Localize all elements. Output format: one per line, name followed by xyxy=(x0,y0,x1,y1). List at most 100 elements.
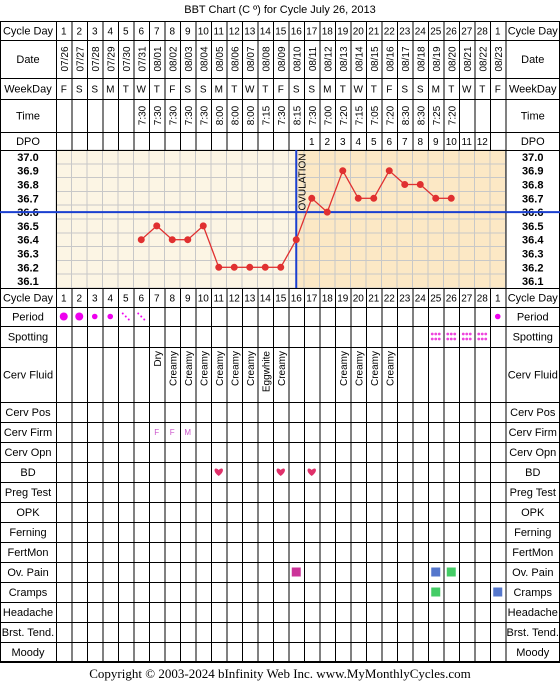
row-label-left-brst_tend: Brst. Tend. xyxy=(2,627,54,639)
time-label: 7:15 xyxy=(354,105,365,125)
date-label: 08/06 xyxy=(230,46,241,71)
cervical-fluid-label: Creamy xyxy=(370,351,381,386)
weekday-label: T xyxy=(371,85,377,96)
spotting-marker xyxy=(461,332,465,336)
spotting-marker xyxy=(449,337,453,341)
time-label: 7:20 xyxy=(385,105,396,125)
y-tick-right: 36.2 xyxy=(522,262,543,274)
row-label-left-dpo: DPO xyxy=(16,136,40,148)
cycle-day-number: 1 xyxy=(61,27,67,38)
temp-point xyxy=(432,194,440,202)
cycle-day-number: 3 xyxy=(92,27,98,38)
weekday-label: S xyxy=(293,85,300,96)
cycle-day-number: 9 xyxy=(185,294,191,305)
dpo-number: 12 xyxy=(477,137,489,148)
weekday-label: T xyxy=(448,85,454,96)
time-label: 8:00 xyxy=(246,105,257,125)
cycle-day-number: 1 xyxy=(61,294,67,305)
row-label-right-bd: BD xyxy=(525,467,540,479)
y-tick-right: 36.9 xyxy=(522,166,543,178)
temp-point xyxy=(385,167,393,175)
cervical-fluid-label: Creamy xyxy=(215,351,226,386)
time-label: 7:25 xyxy=(432,105,443,125)
cycle-day-number: 2 xyxy=(76,27,82,38)
spotting-marker xyxy=(484,332,488,336)
temp-point xyxy=(137,236,145,244)
cervical-fluid-label: Creamy xyxy=(354,351,365,386)
row-label-left-cycle_day: Cycle Day xyxy=(3,26,54,38)
y-tick-right: 36.8 xyxy=(522,180,543,192)
dpo-number: 2 xyxy=(324,137,330,148)
spotting-marker xyxy=(437,337,441,341)
date-label: 08/19 xyxy=(432,46,443,71)
cycle-day-number: 16 xyxy=(291,294,303,305)
cramps-marker xyxy=(431,587,441,597)
cervical-firm-label: F xyxy=(154,428,159,437)
ovulation-label: OVULATION xyxy=(297,153,308,210)
cycle-day-number: 2 xyxy=(76,294,82,305)
cycle-day-number: 13 xyxy=(244,27,256,38)
cycle-day-number: 6 xyxy=(138,294,144,305)
weekday-label: F xyxy=(386,85,392,96)
cycle-day-number: 16 xyxy=(291,27,303,38)
spotting-marker xyxy=(437,332,441,336)
cycle-day-number: 3 xyxy=(92,294,98,305)
row-label-right-period: Period xyxy=(517,312,549,324)
y-tick-left: 36.8 xyxy=(17,180,38,192)
row-label-right-ferning: Ferning xyxy=(514,527,551,539)
cycle-day-number: 7 xyxy=(154,27,160,38)
row-label-right-cerv_firm: Cerv Firm xyxy=(509,427,557,439)
weekday-label: F xyxy=(61,85,67,96)
time-label: 7:30 xyxy=(168,105,179,125)
cycle-day-number: 11 xyxy=(214,27,225,38)
weekday-label: T xyxy=(340,85,346,96)
time-label: 8:30 xyxy=(401,105,412,125)
cervical-firm-label: M xyxy=(184,428,191,437)
cycle-day-number: 28 xyxy=(477,294,489,305)
cycle-day-number: 18 xyxy=(322,294,334,305)
row-label-left-headache: Headache xyxy=(3,607,53,619)
dpo-number: 10 xyxy=(446,137,458,148)
date-label: 07/26 xyxy=(60,46,71,71)
date-label: 08/18 xyxy=(416,46,427,71)
row-label-right-cramps: Cramps xyxy=(513,587,552,599)
cycle-day-number: 28 xyxy=(477,27,489,38)
date-label: 08/21 xyxy=(463,46,474,71)
row-label-left-time: Time xyxy=(16,111,40,123)
period-marker xyxy=(121,312,124,315)
weekday-label: T xyxy=(123,85,129,96)
cycle-day-number: 24 xyxy=(415,294,427,305)
date-label: 08/17 xyxy=(401,46,412,71)
weekday-label: F xyxy=(169,85,175,96)
date-label: 08/14 xyxy=(354,46,365,71)
cycle-day-number: 6 xyxy=(138,27,144,38)
row-label-left-cramps: Cramps xyxy=(9,587,48,599)
time-label: 7:00 xyxy=(323,105,334,125)
row-label-right-date: Date xyxy=(521,54,544,66)
spotting-marker xyxy=(430,337,434,341)
y-tick-right: 36.3 xyxy=(522,249,543,261)
cycle-day-number: 15 xyxy=(275,27,287,38)
cycle-day-number: 22 xyxy=(384,294,396,305)
dpo-number: 5 xyxy=(371,137,377,148)
spotting-marker xyxy=(468,332,472,336)
y-tick-left: 36.7 xyxy=(17,193,38,205)
temp-point xyxy=(261,263,269,271)
cycle-day-number: 10 xyxy=(198,27,210,38)
row-label-left-cycle_day: Cycle Day xyxy=(3,293,54,305)
cycle-day-number: 14 xyxy=(260,27,272,38)
time-label: 7:30 xyxy=(277,105,288,125)
time-label: 7:20 xyxy=(447,105,458,125)
cycle-day-number: 13 xyxy=(244,294,256,305)
date-label: 08/12 xyxy=(323,46,334,71)
row-label-left-fertmon: FertMon xyxy=(8,547,49,559)
cycle-day-number: 5 xyxy=(123,294,129,305)
row-label-left-weekday: WeekDay xyxy=(4,84,52,96)
time-label: 8:15 xyxy=(292,105,303,125)
spotting-marker xyxy=(453,337,457,341)
weekday-label: S xyxy=(308,85,315,96)
row-label-left-opk: OPK xyxy=(16,507,40,519)
spotting-marker xyxy=(480,337,484,341)
ov-pain-marker xyxy=(431,567,441,577)
